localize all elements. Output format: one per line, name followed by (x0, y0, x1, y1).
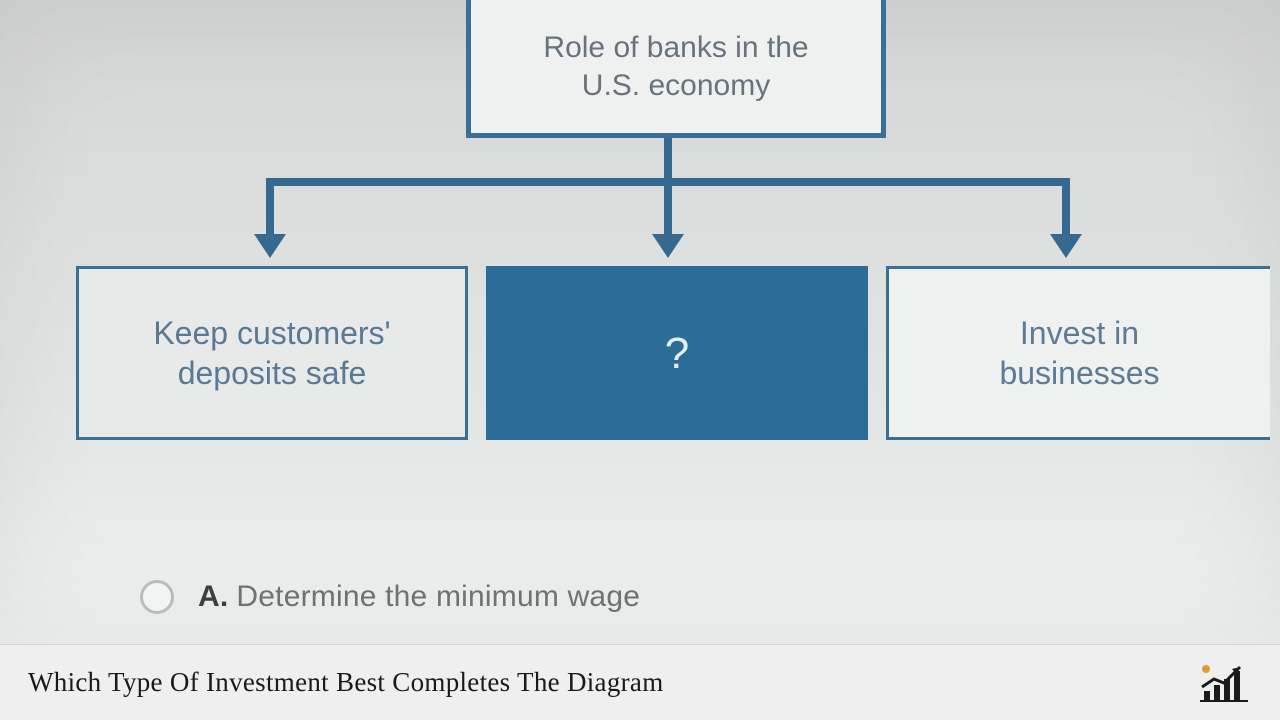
radio-a[interactable] (140, 580, 174, 614)
node-right-text: Invest in businesses (999, 313, 1159, 393)
caption-text: Which Type Of Investment Best Completes … (28, 667, 664, 698)
caption-bar: Which Type Of Investment Best Completes … (0, 644, 1280, 720)
connector-v-center (664, 178, 672, 236)
node-left: Keep customers' deposits safe (76, 266, 468, 440)
node-center: ? (486, 266, 868, 440)
connector-v-right (1062, 178, 1070, 236)
arrowhead-left (254, 234, 286, 258)
growth-chart-icon (1196, 661, 1252, 705)
arrowhead-right (1050, 234, 1082, 258)
node-left-text: Keep customers' deposits safe (153, 313, 390, 393)
node-center-text: ? (665, 326, 689, 381)
option-text: Determine the minimum wage (236, 580, 640, 613)
arrowhead-center (652, 234, 684, 258)
option-a-label: A.Determine the minimum wage (198, 580, 640, 614)
connector-hline (266, 178, 1070, 186)
diagram-photo-area: Role of banks in the U.S. economy Keep c… (0, 0, 1280, 644)
connector-stem (664, 138, 672, 184)
option-letter: A. (198, 580, 228, 613)
answer-option-a[interactable]: A.Determine the minimum wage (140, 580, 640, 614)
node-right: Invest in businesses (886, 266, 1270, 440)
node-root-text: Role of banks in the U.S. economy (543, 29, 808, 104)
node-root: Role of banks in the U.S. economy (466, 0, 886, 138)
flow-diagram: Role of banks in the U.S. economy Keep c… (0, 0, 1280, 644)
connector-v-left (266, 178, 274, 236)
